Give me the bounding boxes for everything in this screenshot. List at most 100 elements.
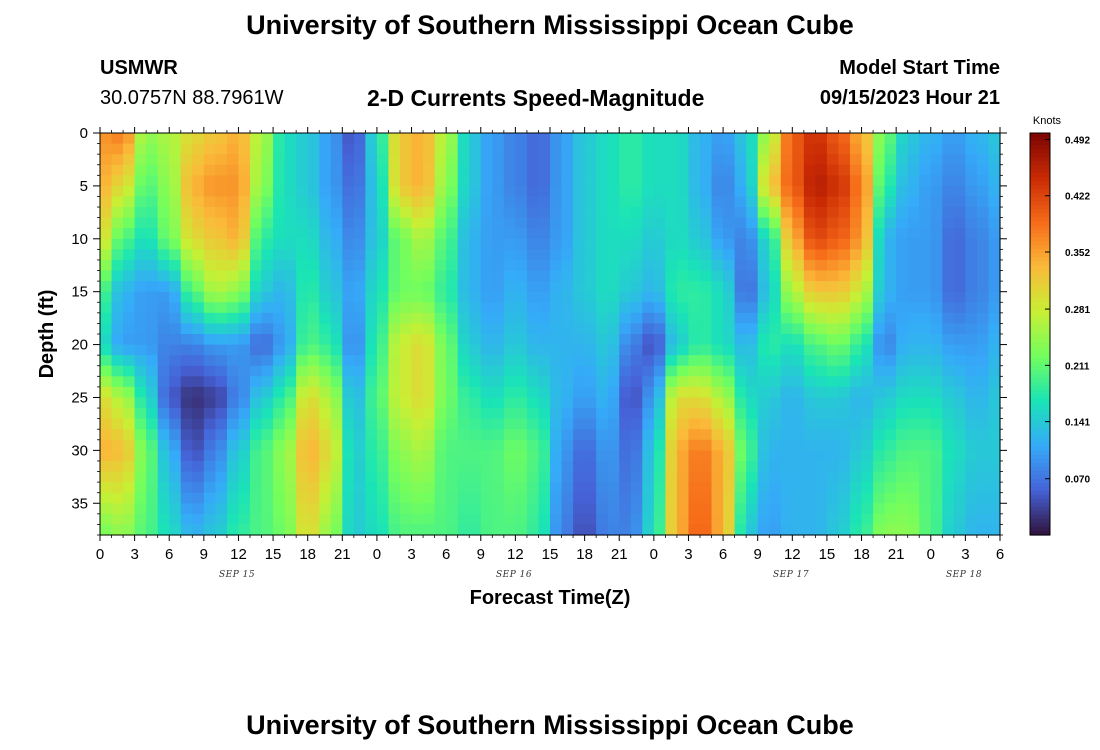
heat-cell	[111, 207, 124, 219]
heat-cell	[815, 154, 828, 166]
heat-cell	[723, 513, 736, 526]
heat-cell	[330, 270, 343, 282]
heat-cell	[411, 281, 424, 293]
heat-cell	[411, 259, 424, 272]
heat-cell	[826, 302, 840, 314]
heat-cell	[942, 492, 955, 504]
heat-cell	[261, 228, 274, 240]
heat-cell	[423, 207, 436, 219]
heat-cell	[342, 386, 355, 399]
heat-cell	[746, 386, 759, 399]
heat-cell	[319, 429, 332, 441]
heat-cell	[376, 460, 390, 473]
heat-cell	[607, 164, 620, 176]
heat-cell	[919, 450, 932, 462]
heat-cell	[215, 492, 228, 504]
heat-cell	[976, 492, 990, 504]
heat-cell	[203, 397, 216, 409]
heat-cell	[400, 450, 413, 462]
heat-cell	[907, 503, 920, 515]
heat-cell	[826, 196, 840, 208]
heat-cell	[850, 164, 863, 176]
heat-cell	[515, 312, 528, 325]
heat-cell	[342, 154, 355, 166]
heat-cell	[700, 217, 713, 229]
heat-cell	[907, 323, 920, 335]
heat-cell	[861, 408, 874, 420]
heat-cell	[342, 365, 355, 377]
heat-cell	[561, 175, 574, 187]
heat-cell	[919, 185, 932, 198]
heat-cell	[526, 217, 540, 229]
heat-cell	[203, 228, 216, 240]
heat-cell	[619, 143, 632, 155]
heat-cell	[884, 376, 897, 388]
heat-cell	[480, 460, 493, 473]
heat-cell	[180, 365, 193, 377]
heat-cell	[284, 228, 297, 240]
heat-cell	[550, 281, 563, 293]
heat-cell	[792, 270, 805, 282]
heat-cell	[388, 503, 401, 515]
heat-cell	[642, 175, 655, 187]
heat-cell	[653, 513, 666, 526]
heat-cell	[250, 355, 263, 367]
heat-cell	[423, 291, 436, 303]
heat-cell	[711, 228, 724, 240]
heat-cell	[365, 270, 378, 282]
heat-cell	[619, 397, 632, 409]
heat-cell	[457, 429, 470, 441]
heat-cell	[469, 492, 482, 504]
heat-cell	[400, 376, 413, 388]
heat-cell	[861, 185, 874, 198]
heat-cell	[469, 482, 482, 494]
heat-cell	[330, 323, 343, 335]
heat-cell	[596, 344, 609, 356]
heat-cell	[411, 429, 424, 441]
heat-cell	[723, 408, 736, 420]
heat-cell	[619, 334, 632, 346]
heat-cell	[988, 154, 1001, 166]
heat-cell	[411, 471, 424, 483]
heat-cell	[688, 334, 701, 346]
heat-cell	[676, 439, 690, 451]
heat-cell	[584, 270, 597, 282]
heat-cell	[342, 492, 355, 504]
heat-cell	[261, 196, 274, 208]
heat-cell	[930, 376, 943, 388]
heat-cell	[550, 408, 563, 420]
heat-cell	[988, 185, 1001, 198]
heat-cell	[169, 355, 182, 367]
heat-cell	[169, 439, 182, 451]
heat-cell	[734, 302, 747, 314]
heat-cell	[965, 228, 978, 240]
heat-cell	[226, 524, 240, 536]
heat-cell	[434, 471, 447, 483]
heat-cell	[376, 513, 390, 526]
heat-cell	[873, 355, 886, 367]
heat-cell	[884, 238, 897, 250]
heat-cell	[734, 312, 747, 325]
heat-cell	[861, 259, 874, 272]
heat-cell	[226, 175, 240, 187]
heat-cell	[653, 429, 666, 441]
heat-cell	[215, 344, 228, 356]
heat-cell	[711, 439, 724, 451]
heat-cell	[561, 344, 574, 356]
heat-cell	[169, 291, 182, 303]
heat-cell	[411, 355, 424, 367]
heat-cell	[515, 281, 528, 293]
heat-cell	[919, 334, 932, 346]
heat-cell	[850, 238, 863, 250]
heat-cell	[376, 471, 390, 483]
heat-cell	[988, 418, 1001, 430]
heat-cell	[907, 355, 920, 367]
heat-cell	[307, 344, 320, 356]
heat-cell	[100, 302, 113, 314]
heat-cell	[769, 408, 782, 420]
heat-cell	[596, 249, 609, 261]
heat-cell	[319, 238, 332, 250]
heat-cell	[780, 334, 793, 346]
heat-cell	[803, 355, 816, 367]
heat-cell	[653, 408, 666, 420]
